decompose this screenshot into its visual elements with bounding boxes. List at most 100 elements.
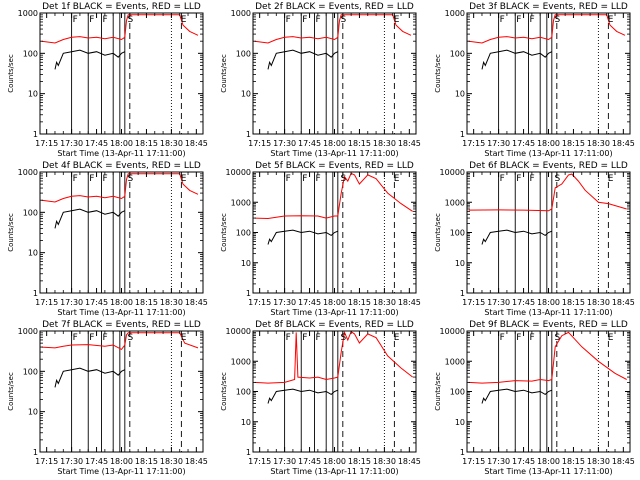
y-axis-label: Counts/sec [7, 213, 15, 252]
x-tick-label: 18:30 [373, 298, 396, 307]
y-tick-label: 1000 [231, 357, 251, 366]
phase-marker: F [500, 333, 505, 343]
x-tick-label: 17:30 [487, 298, 510, 307]
x-tick-label: 18:45 [612, 457, 635, 466]
phase-marker: F [516, 15, 521, 25]
panel-title: Det 7f BLACK = Events, RED = LLD [42, 320, 201, 330]
plot-frame [39, 171, 204, 294]
x-tick-label: 18:30 [587, 457, 610, 466]
x-tick-label: 18:15 [562, 298, 585, 307]
x-tick-label: 18:15 [135, 139, 158, 148]
x-tick-label: 18:15 [348, 298, 371, 307]
y-tick-label: 100 [23, 208, 38, 217]
y-axis-label: Counts/sec [434, 54, 442, 93]
events-series-line [54, 208, 126, 229]
events-series-line [267, 49, 339, 70]
y-tick-label: 10000 [226, 168, 251, 177]
panel-title: Det 4f BLACK = Events, RED = LLD [42, 161, 201, 171]
x-tick-label: 18:15 [562, 457, 585, 466]
y-tick-label: 10000 [226, 327, 251, 336]
x-tick-label: 17:30 [60, 298, 83, 307]
plot-frame [252, 12, 417, 135]
x-tick-label: 18:00 [323, 457, 346, 466]
events-series-line [267, 229, 338, 245]
phase-marker: S [127, 174, 133, 184]
y-tick-label: 1 [460, 448, 465, 457]
x-tick-label: 18:30 [160, 298, 183, 307]
phase-marker: S [554, 174, 560, 184]
x-tick-label: 18:45 [612, 139, 635, 148]
x-tick-label: 18:30 [160, 457, 183, 466]
y-axis-label: Counts/sec [434, 213, 442, 252]
lld-series-line [468, 14, 626, 44]
plot-frame [39, 12, 204, 135]
x-tick-label: 17:45 [85, 298, 108, 307]
phase-marker: S [127, 333, 133, 343]
phase-marker: F [89, 174, 94, 184]
x-tick-label: 18:45 [398, 457, 421, 466]
y-axis-label: Counts/sec [7, 372, 15, 411]
x-tick-label: 18:00 [323, 298, 346, 307]
phase-marker: S [554, 15, 560, 25]
x-tick-label: 17:45 [298, 298, 321, 307]
x-tick-label: 18:15 [562, 139, 585, 148]
x-tick-label: 18:45 [612, 298, 635, 307]
phase-marker: F [302, 15, 307, 25]
x-axis-label: Start Time (13-Apr-11 17:11:00) [484, 308, 612, 317]
phase-marker: E [181, 174, 187, 184]
y-tick-label: 10 [455, 259, 465, 268]
y-tick-label: 1000 [18, 168, 38, 177]
x-tick-label: 18:30 [587, 139, 610, 148]
y-tick-label: 1000 [18, 327, 38, 336]
x-tick-label: 18:45 [185, 457, 208, 466]
events-series-line [481, 49, 553, 70]
phase-marker: E [181, 15, 187, 25]
x-tick-label: 17:45 [512, 298, 535, 307]
x-tick-label: 18:00 [537, 298, 560, 307]
phase-marker: F [316, 15, 321, 25]
phase-marker: F [89, 333, 94, 343]
y-tick-label: 1000 [445, 9, 465, 18]
x-axis-label: Start Time (13-Apr-11 17:11:00) [57, 308, 185, 317]
x-axis-label: Start Time (13-Apr-11 17:11:00) [57, 149, 185, 158]
y-tick-label: 100 [236, 229, 251, 238]
panel-title: Det 8f BLACK = Events, RED = LLD [255, 320, 414, 330]
x-tick-label: 17:45 [85, 457, 108, 466]
panel-title: Det 6f BLACK = Events, RED = LLD [469, 161, 628, 171]
phase-marker: E [394, 15, 400, 25]
phase-marker: E [181, 333, 187, 343]
panel-title: Det 3f BLACK = Events, RED = LLD [469, 2, 628, 12]
x-tick-label: 17:15 [35, 298, 58, 307]
phase-marker: F [302, 174, 307, 184]
y-tick-label: 1 [246, 289, 251, 298]
x-tick-label: 17:15 [462, 139, 485, 148]
events-series-line [54, 49, 126, 70]
events-series-line [481, 388, 552, 404]
x-axis-label: Start Time (13-Apr-11 17:11:00) [270, 467, 398, 476]
y-axis-label: Counts/sec [220, 54, 228, 93]
panel-title: Det 9f BLACK = Events, RED = LLD [469, 320, 628, 330]
x-tick-label: 18:45 [398, 139, 421, 148]
x-tick-label: 18:00 [110, 139, 133, 148]
phase-marker: F [530, 333, 535, 343]
x-tick-label: 18:30 [373, 139, 396, 148]
lld-series-line [254, 172, 413, 220]
plot-frame [466, 12, 631, 135]
x-axis-label: Start Time (13-Apr-11 17:11:00) [270, 149, 398, 158]
phase-marker: F [286, 15, 291, 25]
y-tick-label: 1 [33, 448, 38, 457]
events-series-line [54, 367, 126, 388]
y-axis-label: Counts/sec [434, 372, 442, 411]
x-tick-label: 17:30 [60, 139, 83, 148]
x-tick-label: 17:15 [248, 298, 271, 307]
x-tick-label: 17:15 [462, 298, 485, 307]
y-tick-label: 10 [241, 90, 251, 99]
x-tick-label: 17:30 [487, 457, 510, 466]
x-tick-label: 17:15 [462, 457, 485, 466]
y-tick-label: 10 [241, 259, 251, 268]
x-tick-label: 17:45 [512, 139, 535, 148]
x-tick-label: 17:45 [85, 139, 108, 148]
x-tick-label: 17:30 [273, 298, 296, 307]
